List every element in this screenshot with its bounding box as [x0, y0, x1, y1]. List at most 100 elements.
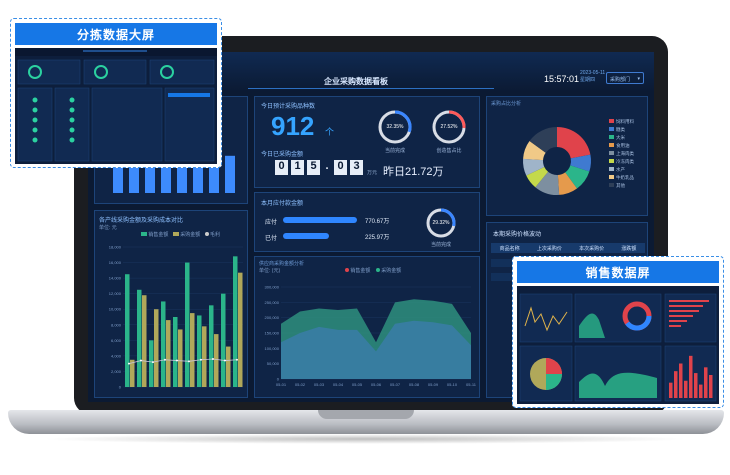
- bar: [238, 272, 243, 387]
- bar: [161, 301, 166, 387]
- gauges-svg: [378, 110, 466, 144]
- bar: [137, 289, 142, 387]
- sales-card-banner: 销售数据屏: [517, 261, 719, 283]
- bar-chart-unit: 单位: 元: [99, 225, 117, 231]
- top-bar: [193, 163, 203, 193]
- paid-bar: [283, 233, 329, 239]
- top-bar: [129, 157, 139, 193]
- price-title: 本期采购价格波动: [493, 232, 542, 238]
- pie-legend-label: 牛奶乳品: [616, 175, 634, 180]
- area-legend-swatch-b: [375, 268, 380, 272]
- area-chart-title: 供应商采购金额分析: [259, 261, 305, 267]
- pie-legend-item: 食用油: [609, 143, 634, 151]
- gauge-2-value: 27.52%: [440, 124, 458, 130]
- bar: [190, 313, 195, 387]
- paid-value: 225.97万: [365, 235, 390, 241]
- pie-legend-item: 水产: [609, 167, 634, 175]
- department-select[interactable]: 采购部门 ▾: [606, 72, 644, 84]
- pie-legend: 饲料用料 糖类 大米 食用油 上海肉类 冷冻肉类 水产 牛奶乳品 其他: [609, 119, 634, 191]
- payment-panel: 本月应付款金额 应付 770.67万 已付 225.97万 29.32% 当前完…: [254, 192, 480, 252]
- digit-box: 3: [350, 160, 363, 175]
- sales-card[interactable]: 销售数据屏: [512, 256, 724, 408]
- today-plan-label: 今日预计采购品种数: [261, 104, 316, 110]
- pie-legend-swatch: [609, 127, 614, 131]
- payable-label: 应付: [265, 220, 278, 226]
- sales-bar: [684, 380, 688, 398]
- chevron-down-icon: ▾: [637, 76, 640, 82]
- y-tick-label: 14,000: [109, 276, 122, 281]
- y-tick-label: 10,000: [109, 307, 122, 312]
- profit-point: [200, 358, 202, 361]
- area-chart-svg: 0 50,000 100,000 150,000 200,000 250,000 300,0…: [265, 285, 477, 388]
- top-bar: [145, 151, 155, 193]
- bar: [125, 274, 130, 387]
- sales-bar: [689, 355, 693, 398]
- y-tick-label: 16,000: [109, 260, 122, 265]
- y-tick-label: 2,000: [111, 369, 122, 374]
- bar: [214, 334, 219, 387]
- top-bar: [113, 160, 123, 193]
- top-bar: [225, 155, 235, 193]
- sales-bar: [674, 371, 678, 398]
- pie-legend-swatch: [609, 183, 614, 187]
- digit-box: 0: [334, 160, 347, 175]
- legend-purchase-label: 采购金额: [180, 232, 201, 238]
- laptop-notch: [318, 410, 414, 419]
- pie-legend-item: 冷冻肉类: [609, 159, 634, 167]
- bar-legend: 销售金额 采购金额 毛利: [141, 231, 220, 238]
- sorting-card[interactable]: 分拣数据大屏: [10, 18, 222, 168]
- bar: [142, 295, 147, 387]
- area-legend-a: 销售金额: [350, 268, 371, 274]
- pie-legend-swatch: [609, 175, 614, 179]
- legend-profit-label: 毛利: [209, 232, 220, 238]
- sorting-mini-svg: [15, 48, 217, 162]
- x-tick-label: 05-07: [390, 382, 401, 387]
- legend-swatch-profit: [204, 232, 209, 236]
- pie-legend-label: 食用油: [616, 143, 630, 148]
- pie-legend-label: 水产: [616, 167, 625, 172]
- pie-legend-item: 大米: [609, 135, 634, 143]
- profit-point: [152, 361, 154, 364]
- bar-chart-panel: 各产线采购金额及采购成本对比 单位: 元 销售金额 采购金额 毛利 0 2,000…: [94, 210, 248, 398]
- bar: [197, 315, 202, 387]
- y-tick-label: 150,000: [265, 331, 280, 336]
- gauge-1-value: 32.35%: [386, 124, 404, 130]
- profit-point: [236, 358, 238, 361]
- bar: [173, 317, 178, 387]
- price-col: 上次采购价: [536, 245, 562, 252]
- digit-dot: .: [325, 160, 329, 172]
- bar: [154, 309, 159, 387]
- payable-value: 770.67万: [365, 219, 390, 225]
- gauge-2-arc: [448, 110, 466, 129]
- x-tick-label: 05-11: [466, 382, 477, 387]
- y-tick-label: 4,000: [111, 353, 122, 358]
- x-tick-label: 05-04: [333, 382, 344, 387]
- pie-svg: [523, 127, 591, 195]
- pie-slice: [523, 141, 546, 161]
- pie-slice: [565, 165, 590, 189]
- y-tick-label: 200,000: [265, 315, 280, 320]
- price-header: 商品名称 上次采购价 本次采购价 涨跌额: [491, 243, 645, 253]
- profit-point: [224, 359, 226, 362]
- pie-legend-label: 饲料用料: [616, 119, 634, 124]
- bar: [202, 326, 207, 387]
- pie-legend-item: 其他: [609, 183, 634, 191]
- x-tick-label: 05-02: [295, 382, 306, 387]
- x-tick-label: 05-03: [314, 382, 325, 387]
- bar: [209, 305, 214, 387]
- area-legend: 销售金额 采购金额: [345, 267, 401, 274]
- weekday-value: 星期四: [580, 77, 596, 83]
- pie-legend-label: 上海肉类: [616, 151, 634, 156]
- x-tick-label: 05-01: [276, 382, 287, 387]
- digit-box: 0: [275, 160, 288, 175]
- yesterday-text: 昨日21.72万: [383, 166, 444, 178]
- sorting-card-banner: 分拣数据大屏: [15, 23, 217, 45]
- gauge-2-label: 创造售占比: [436, 148, 462, 154]
- legend-swatch-purchase: [172, 232, 179, 236]
- sorting-mini-dashboard: [15, 48, 217, 164]
- y-tick-label: 0: [119, 385, 122, 390]
- pie-slice: [557, 172, 577, 195]
- dashboard-title: 企业采购数据看板: [324, 77, 388, 86]
- pie-legend-swatch: [609, 151, 614, 155]
- price-col: 商品名称: [499, 245, 520, 252]
